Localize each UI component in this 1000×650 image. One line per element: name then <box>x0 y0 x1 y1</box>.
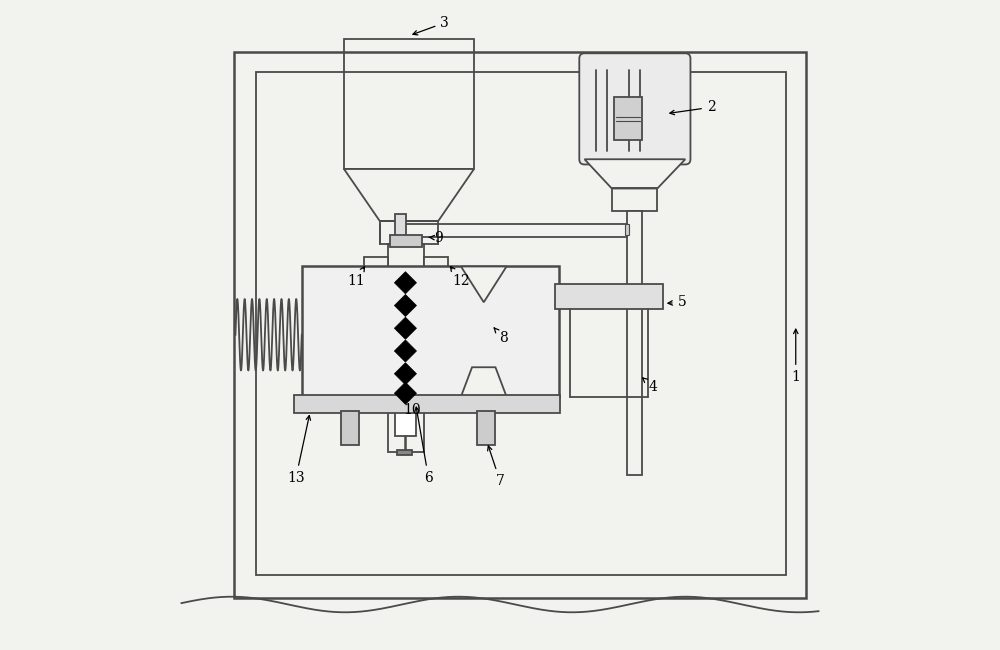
Polygon shape <box>364 257 388 270</box>
Text: 7: 7 <box>488 446 504 488</box>
Bar <box>341 411 359 445</box>
Polygon shape <box>394 340 416 362</box>
Text: 9: 9 <box>429 231 443 245</box>
FancyBboxPatch shape <box>579 53 690 164</box>
Bar <box>380 221 438 244</box>
Bar <box>294 395 560 413</box>
Bar <box>390 235 422 247</box>
Polygon shape <box>461 266 507 302</box>
Bar <box>397 450 412 455</box>
Text: 12: 12 <box>450 266 470 288</box>
Bar <box>256 72 786 575</box>
Polygon shape <box>394 294 416 317</box>
Polygon shape <box>394 272 416 294</box>
Bar <box>395 266 416 436</box>
Bar <box>612 188 657 211</box>
Bar <box>388 244 424 452</box>
Text: 2: 2 <box>670 100 716 115</box>
Polygon shape <box>584 159 685 188</box>
Text: 5: 5 <box>668 295 686 309</box>
Bar <box>344 39 474 169</box>
Polygon shape <box>424 257 448 270</box>
Bar <box>555 284 662 309</box>
Polygon shape <box>394 317 416 339</box>
Text: 3: 3 <box>413 16 449 35</box>
Bar <box>234 52 806 598</box>
Bar <box>614 98 642 140</box>
Bar <box>477 411 495 445</box>
Bar <box>627 211 642 474</box>
Text: 4: 4 <box>643 378 657 394</box>
Text: 6: 6 <box>415 407 433 485</box>
Text: 11: 11 <box>347 266 365 288</box>
Text: 8: 8 <box>494 328 508 345</box>
Text: 13: 13 <box>287 415 311 485</box>
Bar <box>395 214 406 244</box>
Bar <box>625 224 629 235</box>
Polygon shape <box>461 367 507 396</box>
Polygon shape <box>394 363 416 385</box>
Text: 10: 10 <box>403 396 421 417</box>
Polygon shape <box>344 169 474 221</box>
Bar <box>302 266 558 396</box>
Text: 1: 1 <box>791 329 800 384</box>
Polygon shape <box>394 382 416 404</box>
